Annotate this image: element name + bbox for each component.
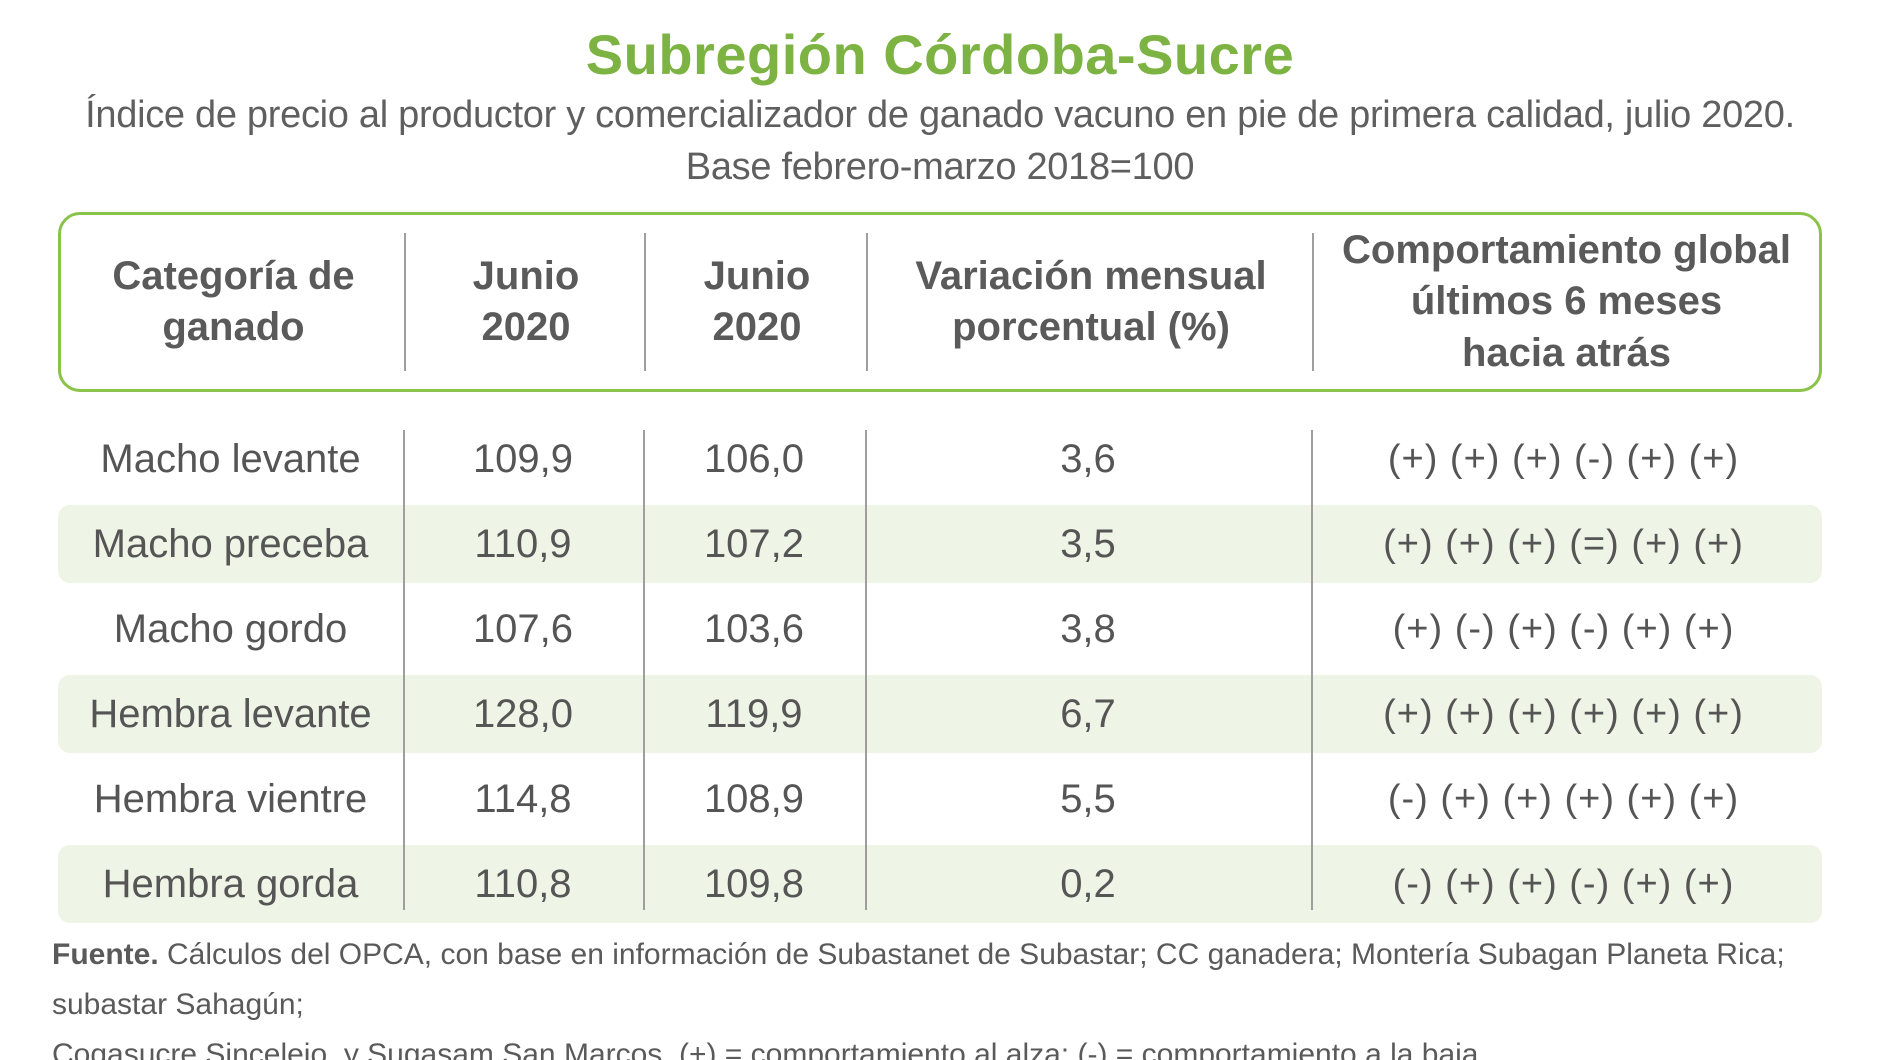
header-junio-2: Junio 2020	[703, 253, 811, 349]
header-comportamiento: Comportamiento global últimos 6 meses haci…	[1342, 228, 1791, 375]
cell-value-1: 128,0	[472, 691, 574, 736]
page-title: Subregión Córdoba-Sucre	[585, 23, 1295, 86]
cell-category: Hembra gorda	[102, 861, 359, 906]
cell-value-1: 109,9	[472, 436, 574, 481]
cell-behavior: (+) (+) (+) (-) (+) (+)	[1387, 437, 1740, 480]
cell-variation: 3,8	[1060, 606, 1116, 651]
table-row: Macho levante 109,9 106,0 3,6 (+) (+) (+…	[58, 420, 1822, 498]
header-divider	[1312, 233, 1314, 371]
table-row: Hembra vientre 114,8 108,9 5,5 (-) (+) (…	[58, 760, 1822, 838]
header-divider	[644, 233, 646, 371]
header-divider	[866, 233, 868, 371]
cell-value-2: 103,6	[703, 606, 805, 651]
table-header: Categoría de ganado Junio 2020 Junio 2020 V…	[58, 212, 1822, 392]
column-divider	[403, 430, 405, 910]
cell-value-2: 119,9	[705, 691, 803, 736]
cell-behavior: (+) (+) (+) (+) (+) (+)	[1383, 692, 1744, 735]
cell-behavior: (+) (-) (+) (-) (+) (+)	[1392, 607, 1735, 650]
header-junio-1: Junio 2020	[472, 253, 580, 349]
cell-value-1: 107,6	[472, 606, 574, 651]
cell-value-2: 106,0	[703, 436, 805, 481]
cell-category: Hembra levante	[89, 691, 372, 736]
cell-category: Macho gordo	[113, 606, 348, 651]
subtitle-line-1: Índice de precio al productor y comercia…	[85, 94, 1795, 136]
cell-category: Macho preceba	[92, 521, 369, 566]
subtitle-line-2: Base febrero-marzo 2018=100	[685, 146, 1195, 188]
cell-value-1: 110,9	[474, 521, 572, 566]
cell-value-2: 109,8	[703, 861, 805, 906]
cell-category: Hembra vientre	[93, 776, 368, 821]
cell-behavior: (+) (+) (+) (=) (+) (+)	[1383, 522, 1744, 565]
cell-variation: 0,2	[1060, 861, 1116, 906]
header-divider	[404, 233, 406, 371]
cell-value-2: 108,9	[703, 776, 805, 821]
header-category: Categoría de ganado	[112, 253, 355, 349]
source-line-1: Cálculos del OPCA, con base en informaci…	[52, 938, 1785, 1021]
table-row: Macho preceba 110,9 107,2 3,5 (+) (+) (+…	[58, 505, 1822, 583]
table-row: Macho gordo 107,6 103,6 3,8 (+) (-) (+) …	[58, 590, 1822, 668]
table-row: Hembra gorda 110,8 109,8 0,2 (-) (+) (+)…	[58, 845, 1822, 923]
cell-behavior: (-) (+) (+) (+) (+) (+)	[1387, 777, 1740, 820]
cell-category: Macho levante	[100, 436, 361, 481]
cell-value-2: 107,2	[703, 521, 805, 566]
table-row: Hembra levante 128,0 119,9 6,7 (+) (+) (…	[58, 675, 1822, 753]
column-divider	[1311, 430, 1313, 910]
source-note: Fuente. Cálculos del OPCA, con base en i…	[52, 930, 1852, 1060]
column-divider	[643, 430, 645, 910]
cell-variation: 6,7	[1060, 691, 1116, 736]
column-divider	[865, 430, 867, 910]
source-label: Fuente.	[52, 938, 159, 971]
cell-value-1: 114,8	[474, 776, 572, 821]
cell-variation: 5,5	[1060, 776, 1116, 821]
source-line-2: Cogasucre Sincelejo, y Sugasam San Marco…	[52, 1038, 1487, 1060]
header-variacion: Variación mensual porcentual (%)	[915, 253, 1267, 349]
cell-variation: 3,6	[1060, 436, 1116, 481]
cell-behavior: (-) (+) (+) (-) (+) (+)	[1392, 862, 1735, 905]
cell-variation: 3,5	[1060, 521, 1116, 566]
cell-value-1: 110,8	[474, 861, 572, 906]
